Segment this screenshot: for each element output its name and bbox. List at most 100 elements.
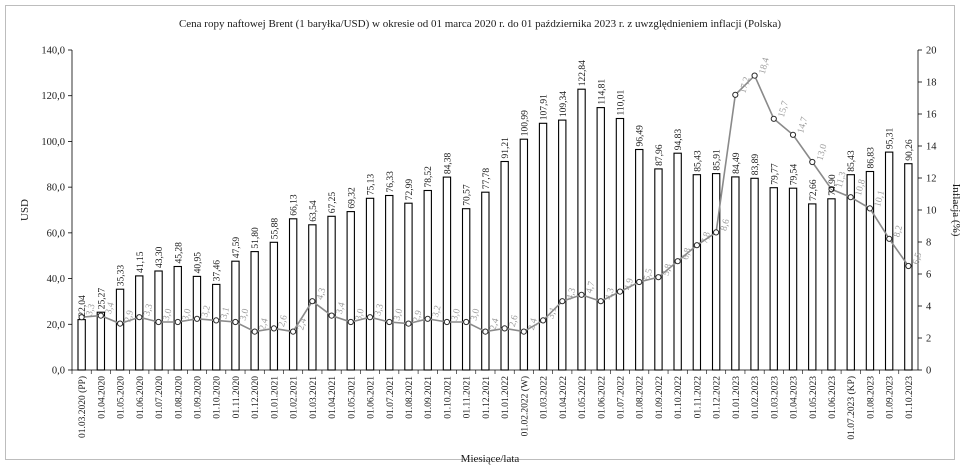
price-bar <box>846 174 855 371</box>
x-tick-label: 01.09.2022 <box>655 376 665 419</box>
y2-tick-label: 20 <box>926 46 937 57</box>
inflation-point <box>559 298 566 305</box>
inflation-point-label: 2,6 <box>277 314 290 328</box>
price-bar-label: 86,83 <box>866 147 876 169</box>
inflation-point <box>309 298 316 305</box>
price-bar <box>192 275 202 371</box>
inflation-point-label: 18,4 <box>758 56 772 75</box>
inflation-point-label: 4,3 <box>604 287 617 301</box>
price-bar-label: 76,33 <box>386 171 396 193</box>
inflation-point <box>424 315 431 322</box>
inflation-point <box>328 312 335 319</box>
price-bar-label: 84,38 <box>443 152 453 174</box>
y2-tick-label: 14 <box>926 142 937 153</box>
inflation-point <box>386 318 393 326</box>
inflation-point-label: 3,0 <box>469 307 482 321</box>
price-bar-label: 77,78 <box>482 168 492 190</box>
y-tick-label: 20,0 <box>47 320 65 331</box>
price-bar-label: 41,15 <box>136 251 146 273</box>
x-tick-label: 01.11.2021 <box>463 376 473 419</box>
price-bar-label: 90,26 <box>905 139 915 161</box>
inflation-point-label: 13,0 <box>816 143 830 162</box>
inflation-point <box>616 288 624 295</box>
price-bar <box>731 176 740 371</box>
x-tick-label: 01.09.2021 <box>424 376 434 419</box>
price-bar-label: 66,13 <box>290 194 300 216</box>
inflation-point <box>347 318 354 326</box>
y-axis-label: USD <box>19 199 31 221</box>
inflation-point <box>655 274 662 281</box>
inflation-point <box>674 258 681 265</box>
price-bar-label: 79,77 <box>770 163 780 185</box>
price-bar <box>308 224 317 371</box>
x-tick-label: 01.03.2021 <box>309 376 319 419</box>
inflation-point-label: 2,9 <box>123 309 136 323</box>
chart-title: Cena ropy naftowej Brent (1 baryłka/USD)… <box>179 18 781 30</box>
inflation-point <box>405 320 412 327</box>
inflation-point <box>809 158 816 166</box>
price-bar-label: 25,27 <box>97 288 107 310</box>
price-bar <box>365 197 375 371</box>
inflation-point <box>193 315 201 322</box>
price-bar-label: 83,89 <box>751 154 761 176</box>
inflation-point-label: 2,6 <box>508 314 521 328</box>
inflation-point-label: 3,0 <box>393 307 406 321</box>
price-bar-label: 122,84 <box>578 60 588 86</box>
inflation-point <box>232 318 239 326</box>
price-bar <box>519 138 529 371</box>
inflation-point-label: 2,4 <box>296 317 309 331</box>
price-bar-label: 85,43 <box>693 150 703 172</box>
price-bar <box>711 173 721 371</box>
price-bar-label: 43,30 <box>155 246 165 268</box>
x-tick-label: 01.03.2020 (PP) <box>77 376 88 438</box>
x-tick-label: 01.05.2022 <box>578 376 588 419</box>
x-tick-label: 01.03.2023 <box>770 376 780 419</box>
price-bar-label: 45,28 <box>174 242 184 264</box>
price-bar-label: 109,34 <box>559 91 569 117</box>
inflation-point <box>270 325 277 332</box>
inflation-point <box>828 186 835 193</box>
axes: 0,0 20,0 40,0 60,0 80,0 100,0 120,0 140,0 0 2 4 6 8 1… <box>41 46 937 440</box>
x-tick-label: 01.04.2020 <box>97 376 107 419</box>
y-tick-label: 40,0 <box>47 274 65 285</box>
inflation-point <box>174 318 181 326</box>
y-tick-label: 0,0 <box>52 366 65 377</box>
price-bar <box>346 211 355 371</box>
price-bar-label: 37,46 <box>213 260 223 282</box>
price-bar <box>461 208 471 371</box>
price-bar-label: 94,83 <box>674 129 684 151</box>
price-bar <box>865 170 875 371</box>
inflation-point <box>482 328 489 335</box>
inflation-point-label: 6,5 <box>912 251 925 265</box>
price-bar-label: 63,54 <box>309 200 319 222</box>
price-bar <box>827 198 836 371</box>
inflation-point-label: 10,1 <box>873 189 887 208</box>
price-bar <box>269 241 279 371</box>
price-bar-label: 114,81 <box>597 79 607 105</box>
inflation-point-label: 5,8 <box>662 263 675 277</box>
inflation-point-label: 2,9 <box>412 309 425 323</box>
x-tick-label: 01.12.2020 <box>251 376 261 419</box>
x-tick-label: 01.04.2021 <box>328 376 338 419</box>
price-bar-label: 40,95 <box>194 252 204 274</box>
x-tick-label: 01.11.2020 <box>232 376 242 419</box>
price-bar-label: 84,49 <box>732 152 742 174</box>
inflation-point <box>290 328 297 335</box>
inflation-point-label: 4,3 <box>566 287 579 301</box>
x-tick-label: 01.06.2022 <box>597 376 607 419</box>
price-bar <box>115 288 125 371</box>
inflation-point <box>443 318 450 326</box>
x-tick-label: 01.02.2023 <box>751 376 761 419</box>
inflation-point-label: 3,3 <box>85 303 98 317</box>
y2-tick-label: 0 <box>926 366 931 377</box>
price-bar <box>442 176 452 371</box>
price-bar <box>231 260 240 371</box>
price-bar-label: 72,66 <box>809 179 819 201</box>
inflation-point <box>597 298 604 305</box>
inflation-point <box>155 318 162 326</box>
x-tick-label: 01.10.2020 <box>213 376 223 419</box>
x-tick-label: 01.04.2023 <box>790 376 800 419</box>
inflation-point-label: 15,7 <box>777 100 791 119</box>
inflation-series <box>78 72 912 335</box>
price-bar-label: 91,21 <box>501 137 511 159</box>
